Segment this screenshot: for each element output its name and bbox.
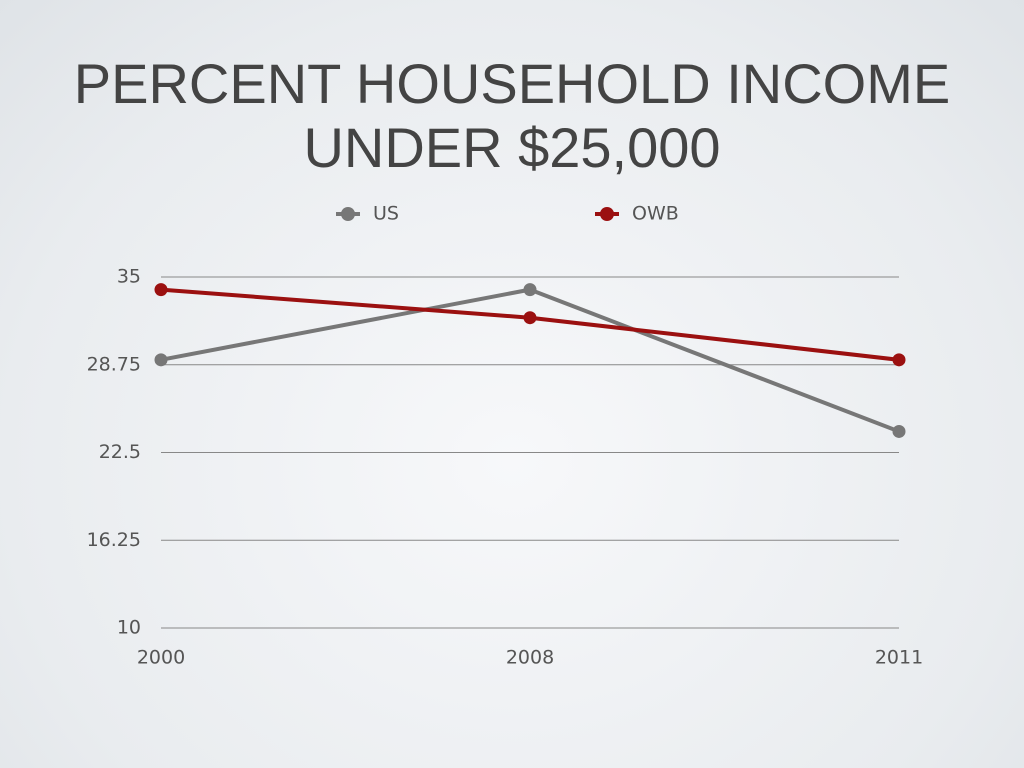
y-tick-label: 16.25 [87,529,141,551]
legend-label: US [373,203,399,225]
x-tick-label: 2008 [506,647,554,669]
legend-marker [600,207,614,221]
x-tick-label: 2011 [875,647,923,669]
data-point [892,424,906,438]
legend-marker [341,207,355,221]
series-line [160,287,900,362]
y-tick-label: 10 [117,617,141,639]
x-tick-label: 2000 [137,647,185,669]
data-point [523,311,537,325]
data-point [154,353,168,367]
y-tick-label: 22.5 [99,441,141,463]
data-point [523,283,537,297]
legend-label: OWB [632,203,679,225]
chart-title: PERCENT HOUSEHOLD INCOME UNDER $25,000 [73,52,951,179]
data-point [892,353,906,367]
series-line [160,287,900,434]
y-tick-label: 28.75 [87,353,141,375]
data-point [154,283,168,297]
y-tick-label: 35 [117,266,141,288]
